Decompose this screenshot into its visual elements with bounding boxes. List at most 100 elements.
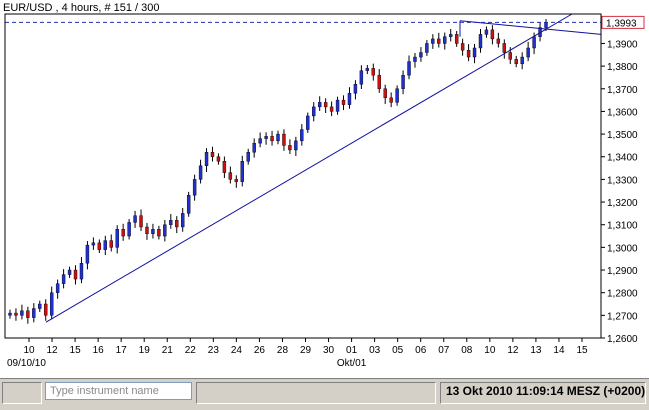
candle [32, 303, 36, 323]
candle [115, 225, 119, 254]
candle [26, 306, 30, 324]
candle-body-down [288, 145, 292, 151]
x-tick-label: 15 [70, 345, 82, 356]
candle-body-up [484, 29, 489, 35]
descending-trendline [459, 20, 602, 35]
candle [44, 299, 48, 321]
candle [73, 265, 78, 285]
candle [365, 64, 370, 75]
candle [514, 55, 518, 68]
candle [329, 101, 334, 117]
price-tag-label: 1,3993 [606, 18, 637, 29]
overlays-group: 1,3993 [5, 13, 645, 323]
candle-body-down [323, 102, 328, 108]
candle [431, 34, 435, 49]
candle-body-down [145, 226, 149, 234]
candle-body-up [20, 310, 24, 316]
candle-body-up [419, 52, 423, 58]
candle [14, 308, 18, 321]
candle [425, 40, 429, 56]
candle-body-up [258, 138, 262, 144]
instrument-search-box[interactable] [45, 382, 195, 400]
chart-window[interactable]: EUR/USD , 4 hours, # 151 / 300 1,3900 1,3… [0, 0, 649, 379]
candle-body-down [228, 172, 233, 180]
candle-body-up [32, 308, 36, 318]
candle [496, 32, 501, 48]
candle-body-down [44, 303, 48, 316]
status-cell-middle [196, 382, 436, 404]
candle-body-down [14, 312, 18, 316]
candle-body-up [252, 142, 256, 153]
candle [300, 124, 304, 146]
candle [61, 269, 66, 289]
candle [67, 266, 72, 278]
candle-body-down [389, 97, 393, 103]
x-tick-label: 05 [392, 345, 404, 356]
candle-body-up [181, 213, 185, 228]
candle [306, 112, 310, 133]
candle [341, 95, 346, 111]
candle-body-up [401, 74, 405, 89]
candle-body-up [169, 219, 173, 225]
candle-body-down [490, 29, 495, 40]
candle-body-up [276, 133, 280, 142]
y-tick-label: 1,3100 [607, 221, 638, 232]
candle [294, 136, 298, 157]
candle [97, 239, 102, 254]
candle [133, 210, 137, 228]
candle-body-down [460, 43, 465, 51]
candle [121, 223, 125, 241]
chart-title: EUR/USD , 4 hours, # 151 / 300 [3, 2, 160, 14]
candle [216, 153, 221, 165]
plot-frame [4, 13, 602, 339]
candle-body-down [496, 38, 501, 44]
y-tick-label: 1,3600 [607, 107, 638, 118]
x-tick-label: 08 [461, 345, 473, 356]
instrument-search-input[interactable] [46, 383, 195, 399]
x-tick-label: 22 [185, 345, 197, 356]
candle-body-up [520, 56, 524, 65]
candle [169, 214, 173, 229]
candle [79, 257, 84, 284]
y-tick-label: 1,3400 [607, 153, 638, 164]
y-tick-label: 1,3800 [607, 62, 638, 73]
candle-body-down [437, 38, 441, 44]
candle [317, 96, 322, 111]
candle [55, 279, 60, 299]
candle [484, 26, 489, 38]
candle [288, 139, 292, 155]
candle-body-up [294, 140, 298, 151]
candle-body-down [73, 269, 78, 280]
candle-body-up [312, 106, 316, 117]
candle [371, 63, 375, 81]
y-tick-label: 1,2600 [607, 334, 638, 345]
candle-body-down [157, 229, 161, 237]
candle [258, 132, 262, 148]
y-tick-label: 1,3700 [607, 85, 638, 96]
candle [145, 222, 149, 240]
x-tick-label: 03 [369, 345, 381, 356]
x-tick-label: 17 [116, 345, 128, 356]
candle [401, 70, 405, 95]
y-tick-label: 1,3300 [607, 175, 638, 186]
candle [181, 207, 185, 232]
candle [359, 65, 364, 89]
y-tick-label: 1,2900 [607, 266, 638, 277]
candle-body-up [8, 312, 12, 316]
candle-body-down [270, 136, 274, 142]
candle [246, 148, 250, 165]
candle [192, 174, 197, 201]
candlestick-chart[interactable]: 1,3900 1,3800 1,3700 1,3600 1,3500 1,3400 1,33… [0, 0, 649, 378]
x-tick-label: 10 [484, 345, 496, 356]
candle-body-up [544, 22, 548, 28]
candle [127, 219, 131, 240]
candle [151, 223, 155, 239]
y-tick-label: 1,3900 [607, 39, 638, 50]
candle-body-down [121, 229, 125, 237]
y-tick-label: 1,2700 [607, 311, 638, 322]
x-tick-label: 23 [208, 345, 220, 356]
candle-body-up [413, 56, 417, 62]
candle-body-down [466, 50, 471, 58]
candle [240, 155, 244, 187]
candle [222, 156, 227, 179]
